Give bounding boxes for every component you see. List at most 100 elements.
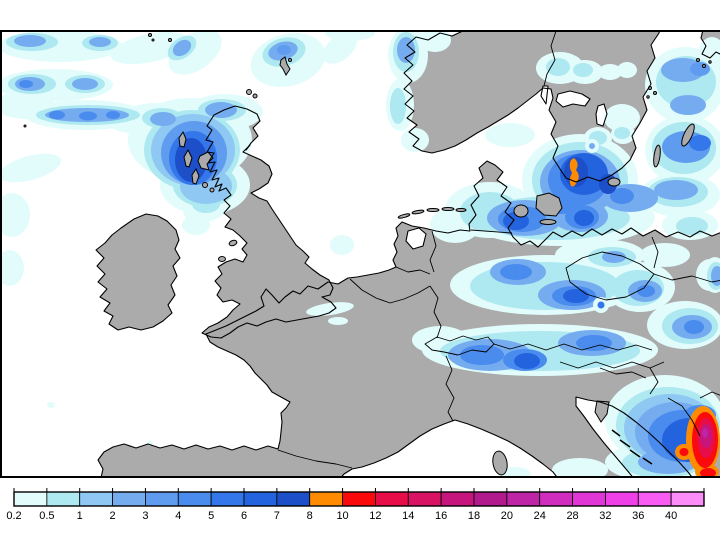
- north-islet: [168, 38, 172, 42]
- shetland: [279, 56, 291, 76]
- legend-cell: [506, 491, 541, 507]
- legend-tick-label: 32: [599, 510, 611, 522]
- legend-cell: [539, 491, 573, 507]
- legend-tick-label: 0.5: [39, 510, 54, 522]
- hebrides-island: [178, 130, 187, 148]
- legend-tick-label: 3: [142, 510, 148, 522]
- anglesey: [218, 256, 226, 262]
- border-serbia: [699, 391, 720, 399]
- legend-tick-label: 10: [336, 510, 348, 522]
- legend-tick-label: 2: [110, 510, 116, 522]
- legend-colorbar: 0.2 0.5 1 2 3 4 5 6 7 8 10 12 14 16 18 20 24 28 32 36 40: [6, 488, 705, 522]
- legend-tick-label: 18: [468, 510, 480, 522]
- legend-cell: [637, 491, 672, 507]
- legend-cell: [309, 491, 343, 507]
- legend-cell: [572, 491, 606, 507]
- legend-tick-label: 0.2: [6, 510, 21, 522]
- bornholm: [607, 177, 621, 187]
- border-norway-sweden: [543, 32, 557, 87]
- border-netherlands-germany: [429, 230, 437, 273]
- legend-tick-label: 1: [77, 510, 83, 522]
- dalmatian-islands: [611, 429, 653, 465]
- legend-cell: [177, 491, 212, 507]
- map-frame: [0, 30, 720, 478]
- legend-cell: [440, 491, 475, 507]
- hebrides-island: [191, 167, 200, 185]
- legend-tick-label: 4: [175, 510, 181, 522]
- legend-cell: [46, 491, 81, 507]
- orkney: [246, 89, 252, 95]
- small-islands: [23, 33, 712, 476]
- legend-cell: [473, 491, 508, 507]
- border-czech: [565, 251, 655, 301]
- legend-tick-label: 36: [632, 510, 644, 522]
- legend-tick-label: 7: [274, 510, 280, 522]
- legend-tick-label: 6: [241, 510, 247, 522]
- legend-tick-label: 16: [435, 510, 447, 522]
- coastlines: [95, 32, 720, 476]
- legend-tick-label: 12: [369, 510, 381, 522]
- legend-cell: [670, 491, 705, 507]
- frisian-island: [397, 213, 411, 219]
- isle-of-skye: [197, 151, 214, 171]
- legend-cell: [407, 491, 442, 507]
- border-austria-north: [493, 343, 653, 351]
- legend-tick-label: 5: [208, 510, 214, 522]
- lolland: [539, 219, 557, 225]
- border-croatia-bosnia: [667, 397, 701, 437]
- border-france-italy: [445, 355, 455, 422]
- border-netherlands-belgium: [395, 266, 431, 275]
- istria: [594, 400, 610, 423]
- legend-cell: [210, 491, 245, 507]
- frisian-island: [426, 208, 440, 212]
- precip-ring-features: [585, 139, 609, 313]
- funen: [513, 204, 529, 218]
- legend-cell: [375, 491, 409, 507]
- frisian-island: [455, 208, 467, 212]
- legend-cell: [112, 491, 146, 507]
- st-kilda: [23, 124, 27, 128]
- legend-tick-label: 14: [402, 510, 414, 522]
- lake-vanern: [556, 91, 590, 107]
- legend-cell: [145, 491, 179, 507]
- frisian-island: [411, 209, 425, 215]
- country-borders: [277, 32, 720, 469]
- legend-tick-label: 40: [665, 510, 677, 522]
- border-denmark-germany: [470, 229, 513, 234]
- corsica: [492, 450, 508, 476]
- aland-islands: [708, 60, 712, 64]
- north-islet: [148, 33, 152, 37]
- border-belgium: [349, 278, 431, 304]
- orkney: [252, 93, 258, 99]
- legend-tick-label: 24: [534, 510, 546, 522]
- border-germany-poland: [651, 236, 659, 269]
- isle-of-man: [228, 239, 238, 247]
- border-poland-slovakia: [653, 273, 720, 283]
- aland-islands: [696, 58, 700, 62]
- legend-cell: [342, 491, 376, 507]
- islay: [202, 182, 208, 188]
- border-france-germany: [429, 285, 442, 339]
- legend-tick-label: 20: [501, 510, 513, 522]
- legend-tick-label: 8: [307, 510, 313, 522]
- lake-vattern: [596, 104, 607, 126]
- precip-level-20-24-core: [702, 428, 708, 438]
- gotland: [681, 123, 695, 147]
- aland-islands: [702, 64, 706, 68]
- hebrides-island: [183, 148, 193, 168]
- stockholm-archipelago: [646, 95, 650, 99]
- border-hungary-croatia: [649, 367, 659, 395]
- oland: [653, 144, 661, 168]
- north-islet: [151, 38, 155, 42]
- legend-cell: [276, 491, 311, 507]
- shetland: [288, 58, 292, 62]
- frisian-island: [441, 207, 455, 211]
- legend-cell: [605, 491, 639, 507]
- border-france-spain: [277, 449, 353, 469]
- legend-cell: [13, 491, 48, 507]
- ijsselmeer: [406, 228, 426, 249]
- border-slovenia-croatia: [599, 367, 647, 379]
- islay: [209, 187, 215, 193]
